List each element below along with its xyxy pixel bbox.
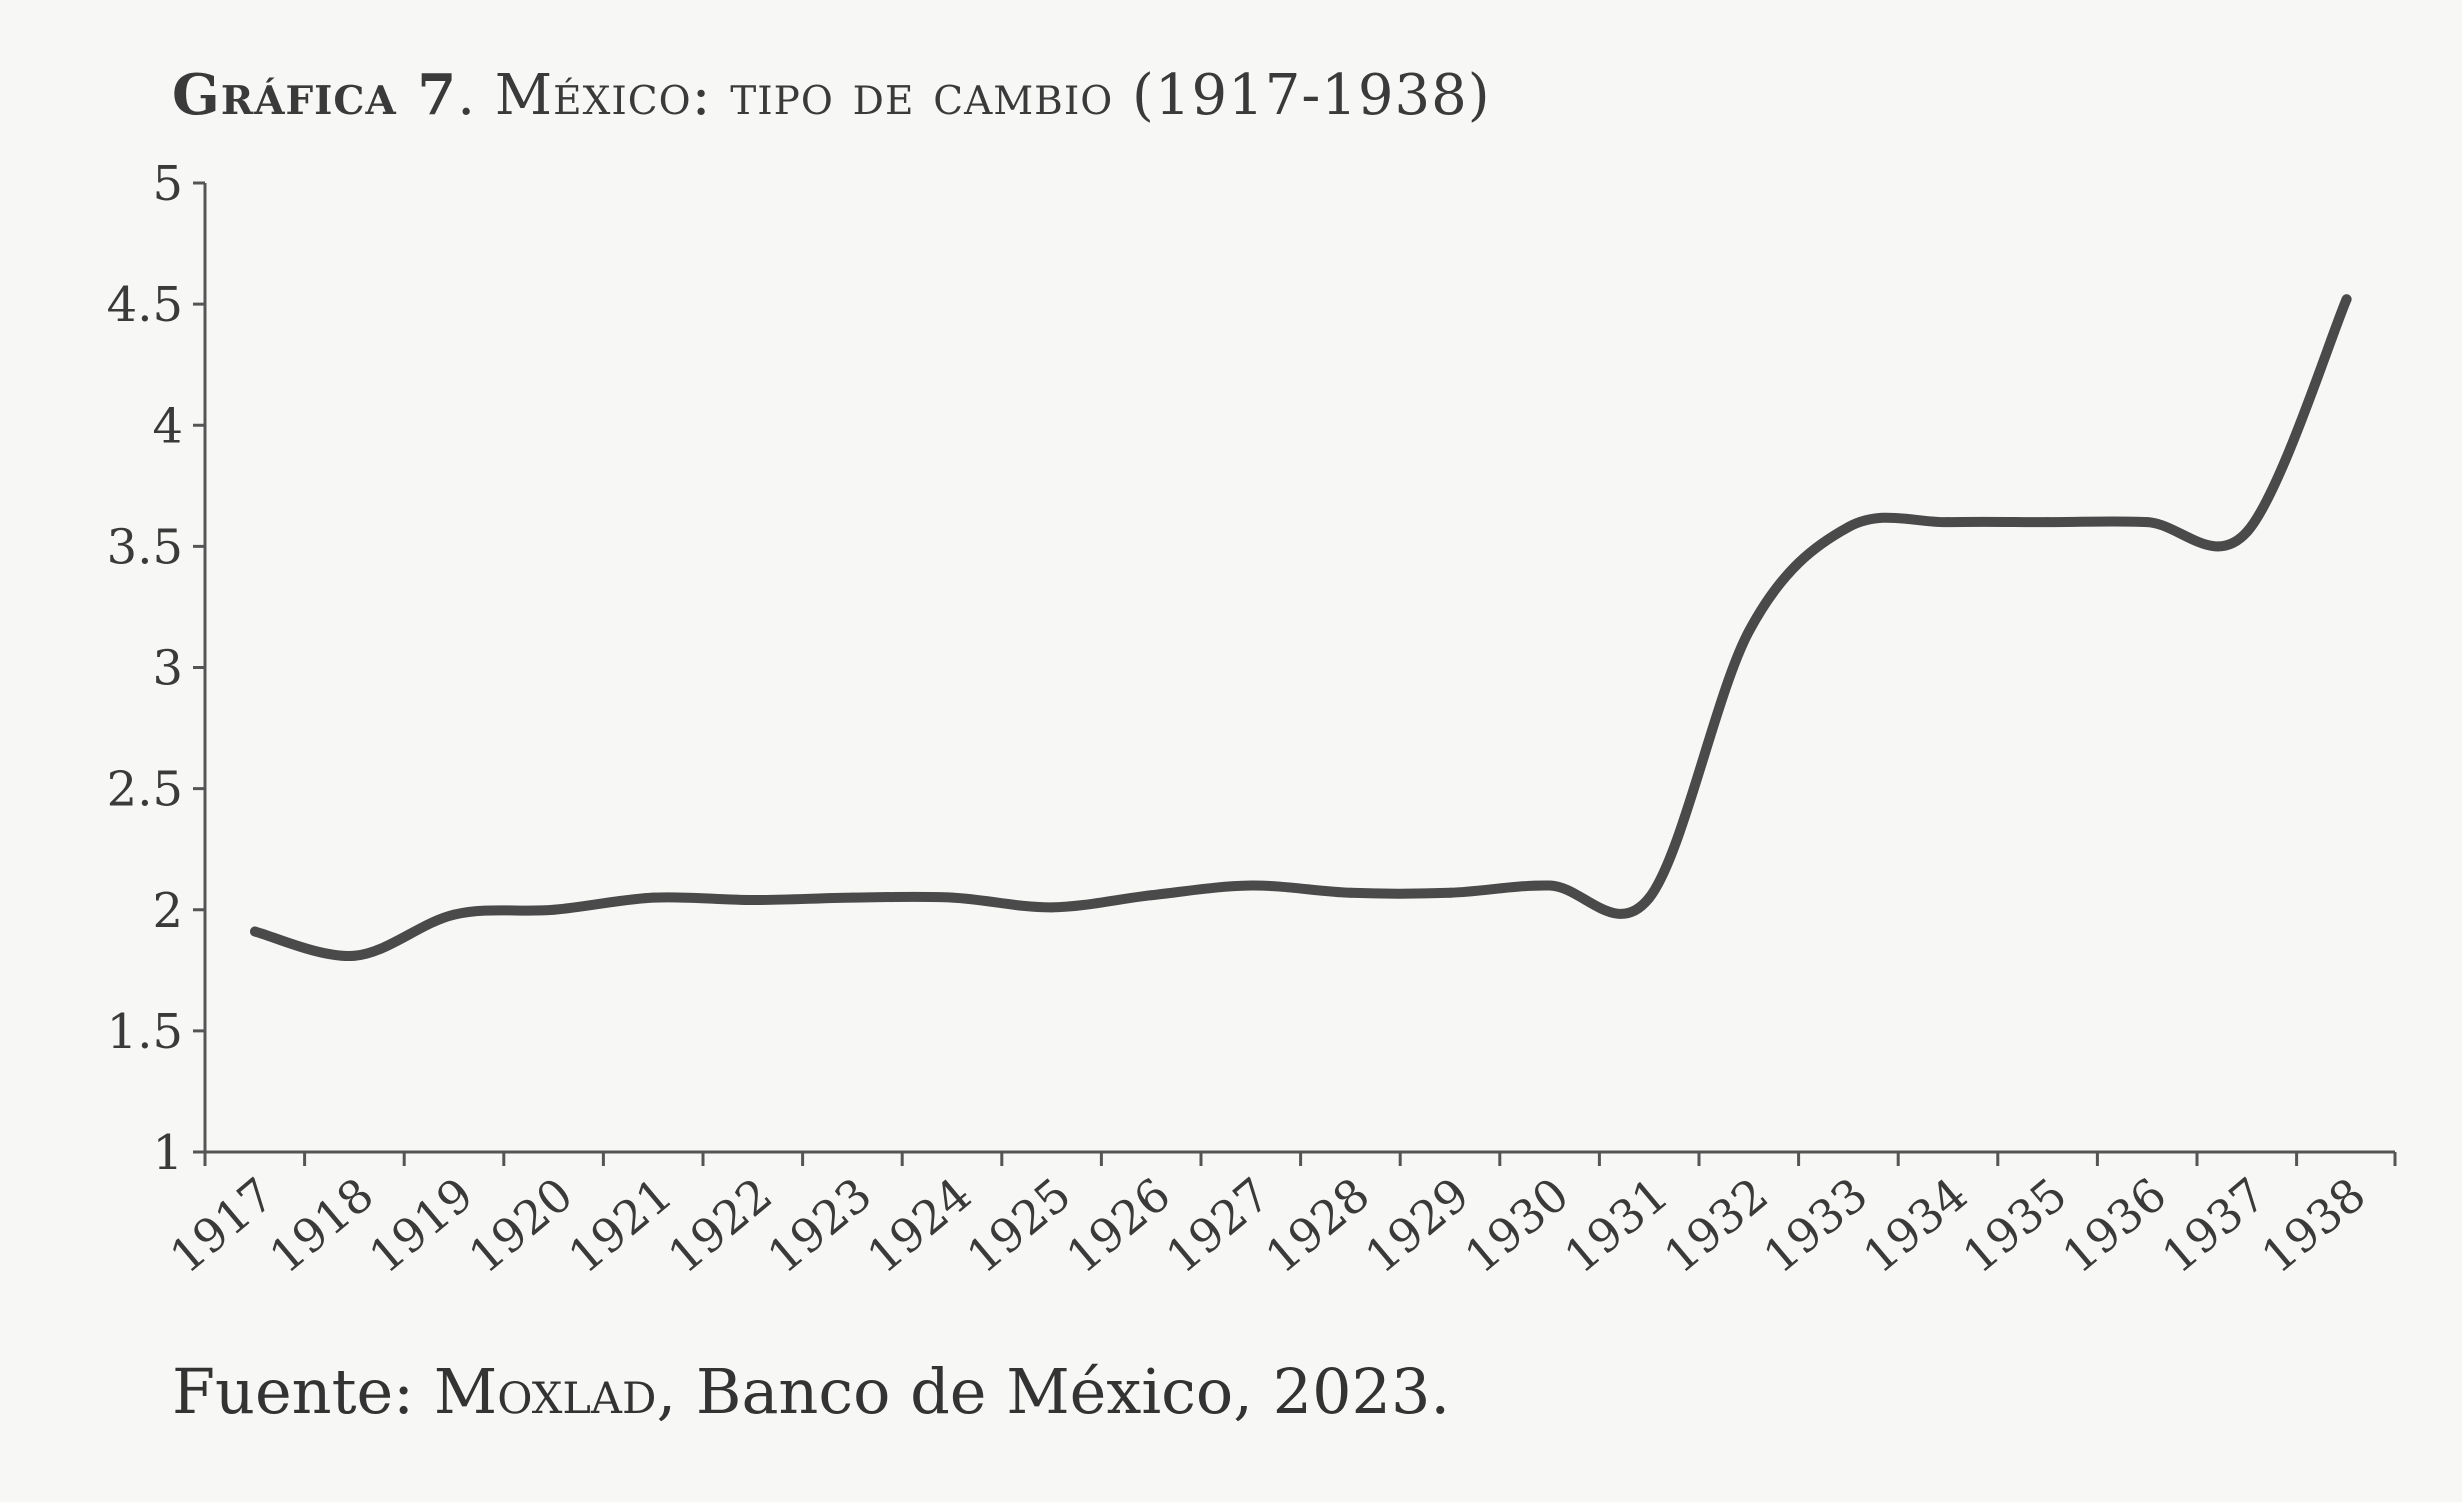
- y-tick-label: 1.5: [107, 1004, 183, 1060]
- y-tick-label: 3: [152, 641, 183, 697]
- data-point: [349, 950, 360, 961]
- x-tick-label: 1933: [1753, 1167, 1877, 1284]
- data-point: [1744, 626, 1754, 637]
- data-point: [648, 892, 659, 903]
- source-rest: , Banco de México, 2023.: [656, 1355, 1451, 1428]
- data-point: [2242, 526, 2252, 537]
- x-tick-label: 1931: [1554, 1167, 1678, 1284]
- x-tick-label: 1928: [1255, 1167, 1379, 1284]
- chart-title: Gráfica 7. México: tipo de cambio (1917-…: [172, 62, 1491, 128]
- chart-title-text: . México: tipo de cambio (1917-1938): [457, 63, 1491, 128]
- series-line: [250, 294, 2352, 961]
- chart-axes: [203, 183, 2395, 1154]
- x-tick-label: 1932: [1654, 1167, 1778, 1284]
- data-point: [1644, 892, 1655, 903]
- chart-title-label: Gráfica 7: [172, 62, 458, 128]
- chart-series: [250, 294, 2352, 961]
- x-tick-label: 1919: [359, 1167, 483, 1284]
- data-point: [1445, 887, 1456, 898]
- x-tick-label: 1926: [1056, 1167, 1180, 1284]
- x-tick-label: 1925: [956, 1167, 1080, 1284]
- x-tick-label: 1938: [2251, 1167, 2375, 1284]
- y-tick-label: 4: [152, 398, 183, 454]
- y-tick-label: 2: [152, 883, 183, 939]
- data-point: [1345, 887, 1356, 898]
- y-tick-label: 4.5: [107, 277, 183, 333]
- data-point: [548, 904, 559, 915]
- data-point: [1843, 521, 1854, 532]
- x-tick-label: 1934: [1853, 1167, 1977, 1284]
- y-tick-label: 1: [152, 1125, 183, 1181]
- source-prefix: Fuente:: [172, 1355, 434, 1428]
- x-tick-label: 1937: [2152, 1167, 2276, 1284]
- data-point: [1146, 890, 1157, 901]
- data-point: [2341, 294, 2352, 305]
- data-point: [1246, 880, 1256, 891]
- data-point: [947, 892, 958, 903]
- data-point: [2042, 517, 2053, 528]
- x-axis-ticks: 1917191819191920192119221923192419251926…: [160, 1152, 2397, 1284]
- y-tick-label: 3.5: [107, 519, 183, 575]
- x-tick-label: 1936: [2052, 1167, 2176, 1284]
- y-tick-label: 2.5: [107, 762, 183, 818]
- data-point: [1544, 880, 1555, 891]
- data-point: [250, 926, 260, 937]
- data-point: [449, 909, 460, 920]
- x-tick-label: 1930: [1454, 1167, 1578, 1284]
- data-point: [1943, 517, 1954, 528]
- y-tick-label: 5: [152, 156, 183, 212]
- source-org: Moxlad: [433, 1355, 657, 1428]
- x-tick-label: 1927: [1156, 1167, 1280, 1284]
- data-point: [748, 895, 758, 906]
- x-tick-label: 1918: [259, 1167, 383, 1284]
- x-tick-label: 1935: [1952, 1167, 2076, 1284]
- x-tick-label: 1929: [1355, 1167, 1479, 1284]
- x-tick-label: 1924: [857, 1167, 981, 1284]
- x-tick-label: 1922: [658, 1167, 782, 1284]
- y-axis-ticks: 1 1.5 2 2.5 3 3.5 4 4.5 5: [107, 156, 205, 1181]
- x-tick-label: 1920: [458, 1167, 582, 1284]
- x-tick-label: 1917: [160, 1167, 284, 1284]
- x-tick-label: 1921: [558, 1167, 682, 1284]
- data-point: [2142, 517, 2153, 528]
- data-point: [847, 892, 858, 903]
- x-tick-label: 1923: [757, 1167, 881, 1284]
- source-note: Fuente: Moxlad, Banco de México, 2023.: [172, 1355, 1450, 1428]
- data-point: [1046, 902, 1057, 913]
